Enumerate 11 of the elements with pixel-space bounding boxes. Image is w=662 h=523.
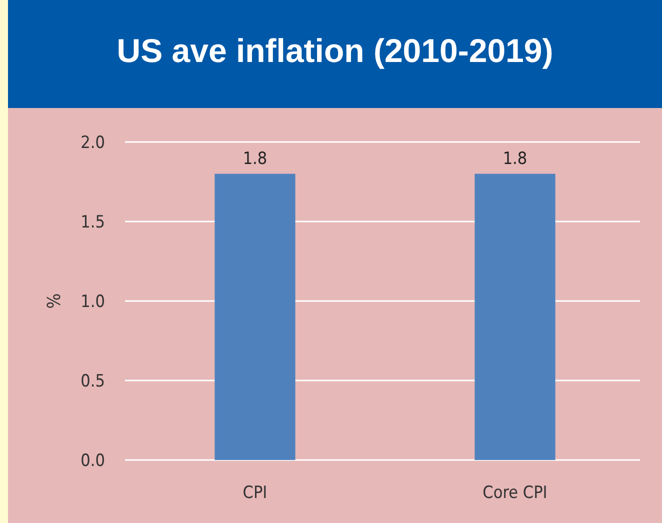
data-label: 1.8 <box>242 148 268 169</box>
data-label: 1.8 <box>502 148 528 169</box>
x-tick-label: Core CPI <box>482 483 548 503</box>
y-tick-label: 1.0 <box>80 292 105 312</box>
y-tick-label: 1.5 <box>80 212 105 232</box>
y-axis-title: % <box>44 293 65 309</box>
y-tick-label: 0.5 <box>80 372 105 392</box>
y-tick-label: 2.0 <box>80 133 105 153</box>
x-tick-label: CPI <box>242 483 268 503</box>
y-tick-label: 0.0 <box>80 451 105 471</box>
chart-title: US ave inflation (2010-2019) <box>116 32 554 69</box>
